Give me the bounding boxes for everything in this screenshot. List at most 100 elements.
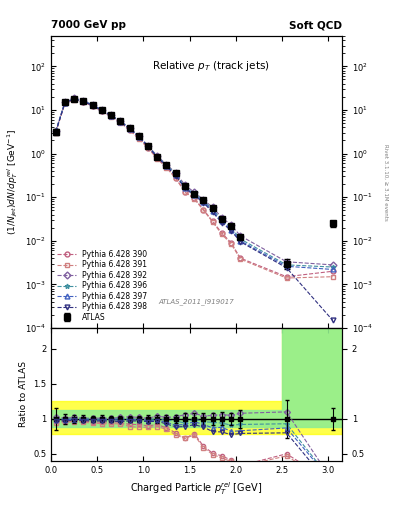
Pythia 6.428 391 [201, 207, 206, 214]
Pythia 6.428 392 [201, 197, 206, 203]
Pythia 6.428 391 [183, 189, 187, 195]
Pythia 6.428 397 [53, 129, 58, 135]
Pythia 6.428 396 [127, 125, 132, 132]
Text: Relative $p_T$ (track jets): Relative $p_T$ (track jets) [152, 59, 270, 73]
Text: Soft QCD: Soft QCD [289, 20, 342, 31]
Pythia 6.428 392 [136, 133, 141, 139]
Pythia 6.428 392 [99, 106, 104, 113]
Pythia 6.428 398 [90, 102, 95, 109]
Pythia 6.428 396 [192, 190, 196, 197]
Pythia 6.428 390 [210, 218, 215, 224]
Pythia 6.428 391 [99, 108, 104, 114]
Pythia 6.428 390 [53, 129, 58, 135]
Pythia 6.428 396 [72, 96, 77, 102]
Pythia 6.428 390 [229, 240, 233, 246]
Pythia 6.428 392 [210, 204, 215, 210]
Pythia 6.428 390 [146, 145, 151, 151]
Pythia 6.428 398 [331, 317, 335, 324]
Pythia 6.428 390 [72, 96, 77, 102]
Line: Pythia 6.428 391: Pythia 6.428 391 [53, 97, 335, 281]
Pythia 6.428 392 [146, 142, 151, 148]
Pythia 6.428 391 [109, 114, 114, 120]
Pythia 6.428 390 [192, 195, 196, 201]
Pythia 6.428 396 [62, 99, 67, 105]
Pythia 6.428 397 [136, 134, 141, 140]
Pythia 6.428 397 [90, 102, 95, 109]
Line: Pythia 6.428 392: Pythia 6.428 392 [53, 96, 335, 267]
Pythia 6.428 397 [331, 266, 335, 272]
Pythia 6.428 390 [183, 189, 187, 195]
Pythia 6.428 392 [62, 99, 67, 105]
Pythia 6.428 392 [284, 259, 289, 265]
Pythia 6.428 392 [331, 262, 335, 268]
Pythia 6.428 396 [173, 171, 178, 177]
Pythia 6.428 397 [118, 119, 123, 125]
Pythia 6.428 391 [284, 275, 289, 281]
Pythia 6.428 391 [238, 256, 243, 262]
Text: 7000 GeV pp: 7000 GeV pp [51, 20, 126, 31]
Pythia 6.428 397 [183, 185, 187, 191]
Pythia 6.428 392 [183, 182, 187, 188]
Pythia 6.428 398 [99, 108, 104, 114]
Pythia 6.428 391 [164, 165, 169, 171]
Pythia 6.428 390 [173, 175, 178, 181]
Pythia 6.428 391 [220, 231, 224, 238]
Pythia 6.428 391 [192, 196, 196, 202]
Pythia 6.428 392 [164, 161, 169, 167]
Pythia 6.428 397 [164, 163, 169, 169]
Pythia 6.428 398 [136, 134, 141, 140]
Pythia 6.428 390 [62, 100, 67, 106]
Pythia 6.428 397 [229, 227, 233, 233]
Pythia 6.428 396 [284, 262, 289, 268]
X-axis label: Charged Particle $p_T^{rel}$ [GeV]: Charged Particle $p_T^{rel}$ [GeV] [130, 480, 263, 497]
Pythia 6.428 398 [173, 173, 178, 179]
Pythia 6.428 396 [164, 162, 169, 168]
Pythia 6.428 396 [99, 107, 104, 113]
Pythia 6.428 391 [136, 136, 141, 142]
Pythia 6.428 392 [192, 189, 196, 195]
Pythia 6.428 391 [229, 241, 233, 247]
Pythia 6.428 390 [220, 230, 224, 236]
Pythia 6.428 392 [155, 153, 160, 159]
Pythia 6.428 396 [155, 154, 160, 160]
Pythia 6.428 397 [146, 143, 151, 150]
Pythia 6.428 390 [238, 255, 243, 261]
Pythia 6.428 398 [118, 119, 123, 125]
Y-axis label: $(1/N_{jet})dN/dp_T^{rel}$ [GeV$^{-1}$]: $(1/N_{jet})dN/dp_T^{rel}$ [GeV$^{-1}$] [5, 129, 20, 235]
Pythia 6.428 390 [136, 135, 141, 141]
Line: Pythia 6.428 396: Pythia 6.428 396 [53, 96, 335, 269]
Pythia 6.428 397 [192, 191, 196, 198]
Pythia 6.428 398 [192, 193, 196, 199]
Pythia 6.428 391 [173, 175, 178, 181]
Pythia 6.428 398 [127, 126, 132, 132]
Pythia 6.428 391 [331, 273, 335, 280]
Line: Pythia 6.428 390: Pythia 6.428 390 [53, 97, 335, 279]
Pythia 6.428 391 [81, 99, 86, 105]
Pythia 6.428 396 [136, 133, 141, 139]
Pythia 6.428 398 [109, 113, 114, 119]
Pythia 6.428 398 [62, 100, 67, 106]
Pythia 6.428 398 [183, 185, 187, 191]
Pythia 6.428 396 [118, 118, 123, 124]
Pythia 6.428 396 [201, 198, 206, 204]
Pythia 6.428 390 [164, 164, 169, 170]
Pythia 6.428 390 [155, 155, 160, 161]
Pythia 6.428 398 [53, 129, 58, 135]
Pythia 6.428 390 [127, 127, 132, 133]
Pythia 6.428 397 [127, 125, 132, 132]
Pythia 6.428 398 [229, 228, 233, 234]
Pythia 6.428 391 [53, 130, 58, 136]
Pythia 6.428 398 [155, 154, 160, 160]
Pythia 6.428 391 [118, 120, 123, 126]
Pythia 6.428 390 [118, 119, 123, 125]
Pythia 6.428 397 [173, 172, 178, 178]
Y-axis label: Ratio to ATLAS: Ratio to ATLAS [18, 361, 28, 428]
Pythia 6.428 398 [238, 239, 243, 245]
Legend: Pythia 6.428 390, Pythia 6.428 391, Pythia 6.428 392, Pythia 6.428 396, Pythia 6: Pythia 6.428 390, Pythia 6.428 391, Pyth… [55, 247, 150, 324]
Pythia 6.428 392 [238, 233, 243, 239]
Pythia 6.428 390 [90, 102, 95, 109]
Pythia 6.428 392 [118, 118, 123, 124]
Pythia 6.428 391 [127, 127, 132, 134]
Text: ATLAS_2011_I919017: ATLAS_2011_I919017 [159, 298, 234, 305]
Pythia 6.428 391 [155, 156, 160, 162]
